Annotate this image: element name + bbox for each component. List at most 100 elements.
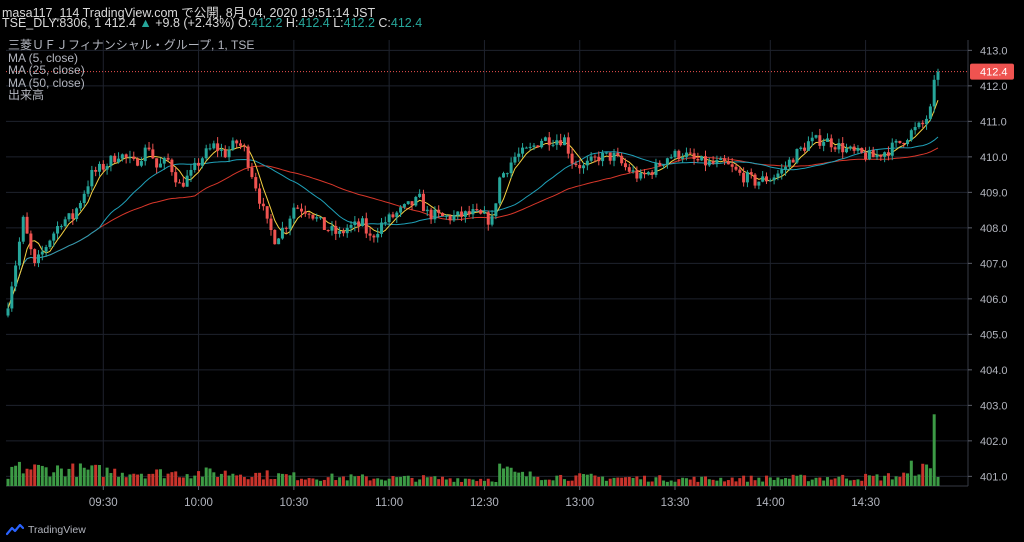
- volume-bar: [6, 478, 10, 486]
- candle-body: [299, 208, 303, 212]
- volume-bar: [136, 474, 140, 486]
- volume-bar: [10, 466, 14, 486]
- volume-bar: [547, 479, 551, 486]
- candle-body: [658, 162, 662, 166]
- candle-body: [585, 160, 589, 166]
- candle-body: [570, 153, 574, 164]
- legend-ma25[interactable]: MA (25, close): [8, 63, 85, 77]
- ohlc-header: TSE_DLY:8306, 1 412.4 ▲ +9.8 (+2.43%) O:…: [2, 16, 422, 30]
- volume-bar: [448, 478, 452, 486]
- volume-bar: [833, 478, 837, 486]
- candle-body: [864, 152, 868, 160]
- volume-bar: [742, 475, 746, 486]
- candle-body: [517, 153, 521, 157]
- volume-bar: [341, 476, 345, 486]
- volume-bar: [597, 476, 601, 486]
- volume-bar: [105, 467, 109, 486]
- volume-bar: [673, 481, 677, 486]
- candle-body: [132, 156, 136, 159]
- candle-body: [33, 249, 37, 263]
- volume-bar: [738, 478, 742, 486]
- up-arrow-icon: ▲: [139, 16, 152, 30]
- volume-bar: [681, 477, 685, 486]
- legend-volume[interactable]: 出来高: [8, 88, 45, 102]
- volume-bar: [810, 479, 814, 486]
- volume-bar: [601, 476, 605, 486]
- volume-bar: [429, 476, 433, 486]
- volume-bar: [928, 468, 932, 486]
- volume-bar: [864, 473, 868, 486]
- volume-bar: [296, 480, 300, 486]
- volume-bar: [216, 476, 220, 486]
- candle-body: [231, 140, 235, 150]
- candle-body: [421, 193, 425, 212]
- candle-body: [776, 173, 780, 178]
- volume-bar: [486, 478, 490, 486]
- volume-bar: [52, 472, 56, 486]
- candle-body: [597, 156, 601, 162]
- tradingview-logo[interactable]: TradingView: [6, 524, 86, 536]
- volume-bar: [852, 479, 856, 486]
- candle-body: [6, 308, 10, 316]
- volume-bar: [277, 473, 281, 486]
- volume-bar: [707, 479, 711, 486]
- candle-body: [749, 172, 753, 175]
- candle-body: [429, 209, 433, 220]
- volume-bar: [753, 480, 757, 486]
- volume-bar: [132, 473, 136, 486]
- candle-body: [307, 213, 311, 215]
- volume-bar: [654, 477, 658, 486]
- volume-bar: [349, 474, 353, 486]
- legend-title[interactable]: 三菱ＵＦＪフィナンシャル・グループ, 1, TSE: [8, 38, 255, 52]
- candle-body: [360, 218, 364, 227]
- volume-bar: [231, 473, 235, 486]
- legend-ma50[interactable]: MA (50, close): [8, 75, 85, 90]
- price-chart[interactable]: 413.0 412.0 411.0 410.0 409.0 408.0 407.0 406.0…: [0, 32, 1024, 512]
- candle-body: [631, 170, 635, 172]
- candle-body: [536, 145, 540, 148]
- volume-bar: [501, 468, 505, 486]
- volume-bar: [120, 472, 124, 486]
- candle-body: [467, 211, 471, 215]
- candle-body: [254, 177, 258, 189]
- candle-body: [490, 216, 494, 225]
- x-tick-label: 09:30: [89, 497, 118, 509]
- candle-body: [48, 240, 52, 248]
- volume-bar: [261, 479, 265, 486]
- brand-label: TradingView: [28, 524, 86, 536]
- volume-bar: [871, 475, 875, 486]
- candle-body: [197, 162, 201, 166]
- legend-ma5[interactable]: MA (5, close): [8, 50, 79, 65]
- volume-bar: [44, 467, 48, 486]
- volume-bar: [109, 473, 113, 486]
- candle-body: [601, 152, 605, 162]
- y-tick-label: 407.0: [980, 258, 1008, 270]
- volume-bar: [684, 478, 688, 486]
- volume-bar: [67, 468, 71, 486]
- candle-body: [78, 203, 82, 209]
- candle-body: [368, 233, 372, 236]
- volume-bar: [540, 480, 544, 486]
- y-tick-label: 409.0: [980, 187, 1008, 199]
- volume-bar: [482, 480, 486, 486]
- volume-bar: [303, 479, 307, 486]
- volume-bar: [803, 475, 807, 486]
- volume-bar: [562, 479, 566, 486]
- candle-body: [768, 180, 772, 182]
- candle-body: [441, 212, 445, 217]
- volume-bar: [14, 465, 18, 486]
- candle-body: [437, 209, 441, 213]
- candle-body: [875, 154, 879, 158]
- candle-body: [322, 217, 326, 230]
- candle-body: [505, 173, 509, 175]
- candle-body: [784, 166, 788, 170]
- volume-bar: [82, 467, 86, 486]
- volume-bar: [444, 479, 448, 486]
- candle-body: [848, 146, 852, 149]
- candle-body: [669, 157, 673, 159]
- volume-bar: [315, 479, 319, 486]
- volume-bar: [764, 475, 768, 486]
- candle-body: [113, 155, 117, 163]
- volume-bar: [848, 480, 852, 486]
- volume-bar: [879, 480, 883, 486]
